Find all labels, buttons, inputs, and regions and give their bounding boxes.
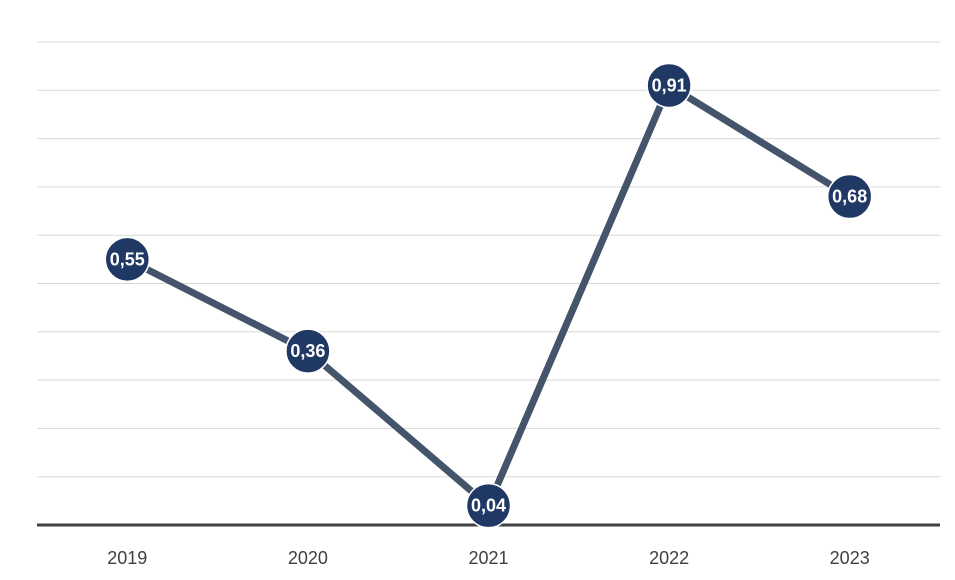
x-tick-label: 2020	[288, 548, 328, 568]
gridlines	[37, 41, 940, 478]
x-tick-label: 2022	[649, 548, 689, 568]
data-label: 0,68	[832, 187, 867, 207]
x-tick-label: 2019	[107, 548, 147, 568]
data-label: 0,91	[652, 75, 687, 95]
data-label: 0,36	[290, 341, 325, 361]
x-tick-label: 2021	[468, 548, 508, 568]
labels: 0,55 0,36 0,04 0,91 0,68	[110, 75, 867, 515]
series-line	[123, 81, 854, 510]
data-point-marker	[104, 236, 151, 283]
data-label: 0,04	[471, 496, 506, 516]
x-tick-label: 2023	[830, 548, 870, 568]
data-point-marker	[465, 482, 512, 529]
data-point-marker	[826, 173, 873, 220]
data-point-marker	[285, 328, 331, 374]
data-label: 0,55	[110, 249, 145, 269]
series	[104, 62, 873, 529]
x-axis: 2019 2020 2021 2022 2023	[37, 523, 940, 568]
data-point-marker	[646, 62, 692, 109]
